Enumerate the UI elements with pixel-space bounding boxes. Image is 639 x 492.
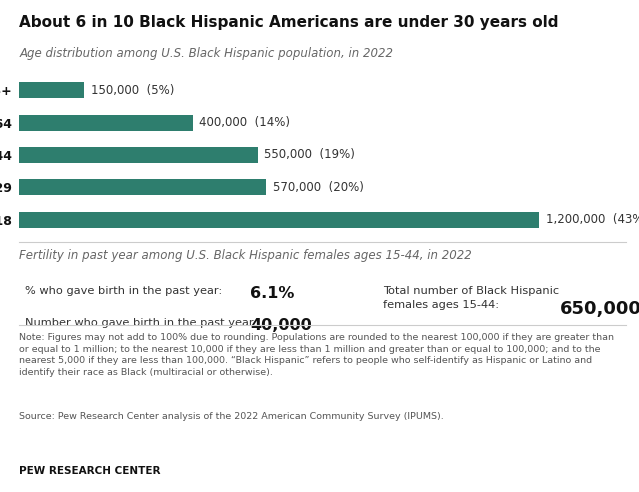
Text: Total number of Black Hispanic
females ages 15-44:: Total number of Black Hispanic females a… bbox=[383, 286, 560, 310]
Text: 150,000  (5%): 150,000 (5%) bbox=[91, 84, 174, 97]
Text: 570,000  (20%): 570,000 (20%) bbox=[273, 181, 364, 194]
Text: PEW RESEARCH CENTER: PEW RESEARCH CENTER bbox=[19, 466, 160, 476]
Bar bbox=[19, 179, 266, 195]
Text: Source: Pew Research Center analysis of the 2022 American Community Survey (IPUM: Source: Pew Research Center analysis of … bbox=[19, 412, 444, 421]
Bar bbox=[19, 82, 84, 98]
Text: Number who gave birth in the past year:: Number who gave birth in the past year: bbox=[25, 318, 258, 328]
Text: Note: Figures may not add to 100% due to rounding. Populations are rounded to th: Note: Figures may not add to 100% due to… bbox=[19, 333, 614, 377]
Text: Fertility in past year among U.S. Black Hispanic females ages 15-44, in 2022: Fertility in past year among U.S. Black … bbox=[19, 249, 472, 262]
Text: 1,200,000  (43%): 1,200,000 (43%) bbox=[546, 213, 639, 226]
Bar bbox=[19, 115, 192, 131]
Text: % who gave birth in the past year:: % who gave birth in the past year: bbox=[25, 286, 222, 296]
Text: 40,000: 40,000 bbox=[250, 318, 312, 333]
Text: Age distribution among U.S. Black Hispanic population, in 2022: Age distribution among U.S. Black Hispan… bbox=[19, 47, 393, 61]
Text: 650,000: 650,000 bbox=[560, 300, 639, 318]
Text: About 6 in 10 Black Hispanic Americans are under 30 years old: About 6 in 10 Black Hispanic Americans a… bbox=[19, 15, 558, 30]
Bar bbox=[19, 147, 258, 163]
Text: 550,000  (19%): 550,000 (19%) bbox=[264, 149, 355, 161]
Text: 6.1%: 6.1% bbox=[250, 286, 294, 301]
Text: 400,000  (14%): 400,000 (14%) bbox=[199, 116, 290, 129]
Bar bbox=[19, 212, 539, 228]
